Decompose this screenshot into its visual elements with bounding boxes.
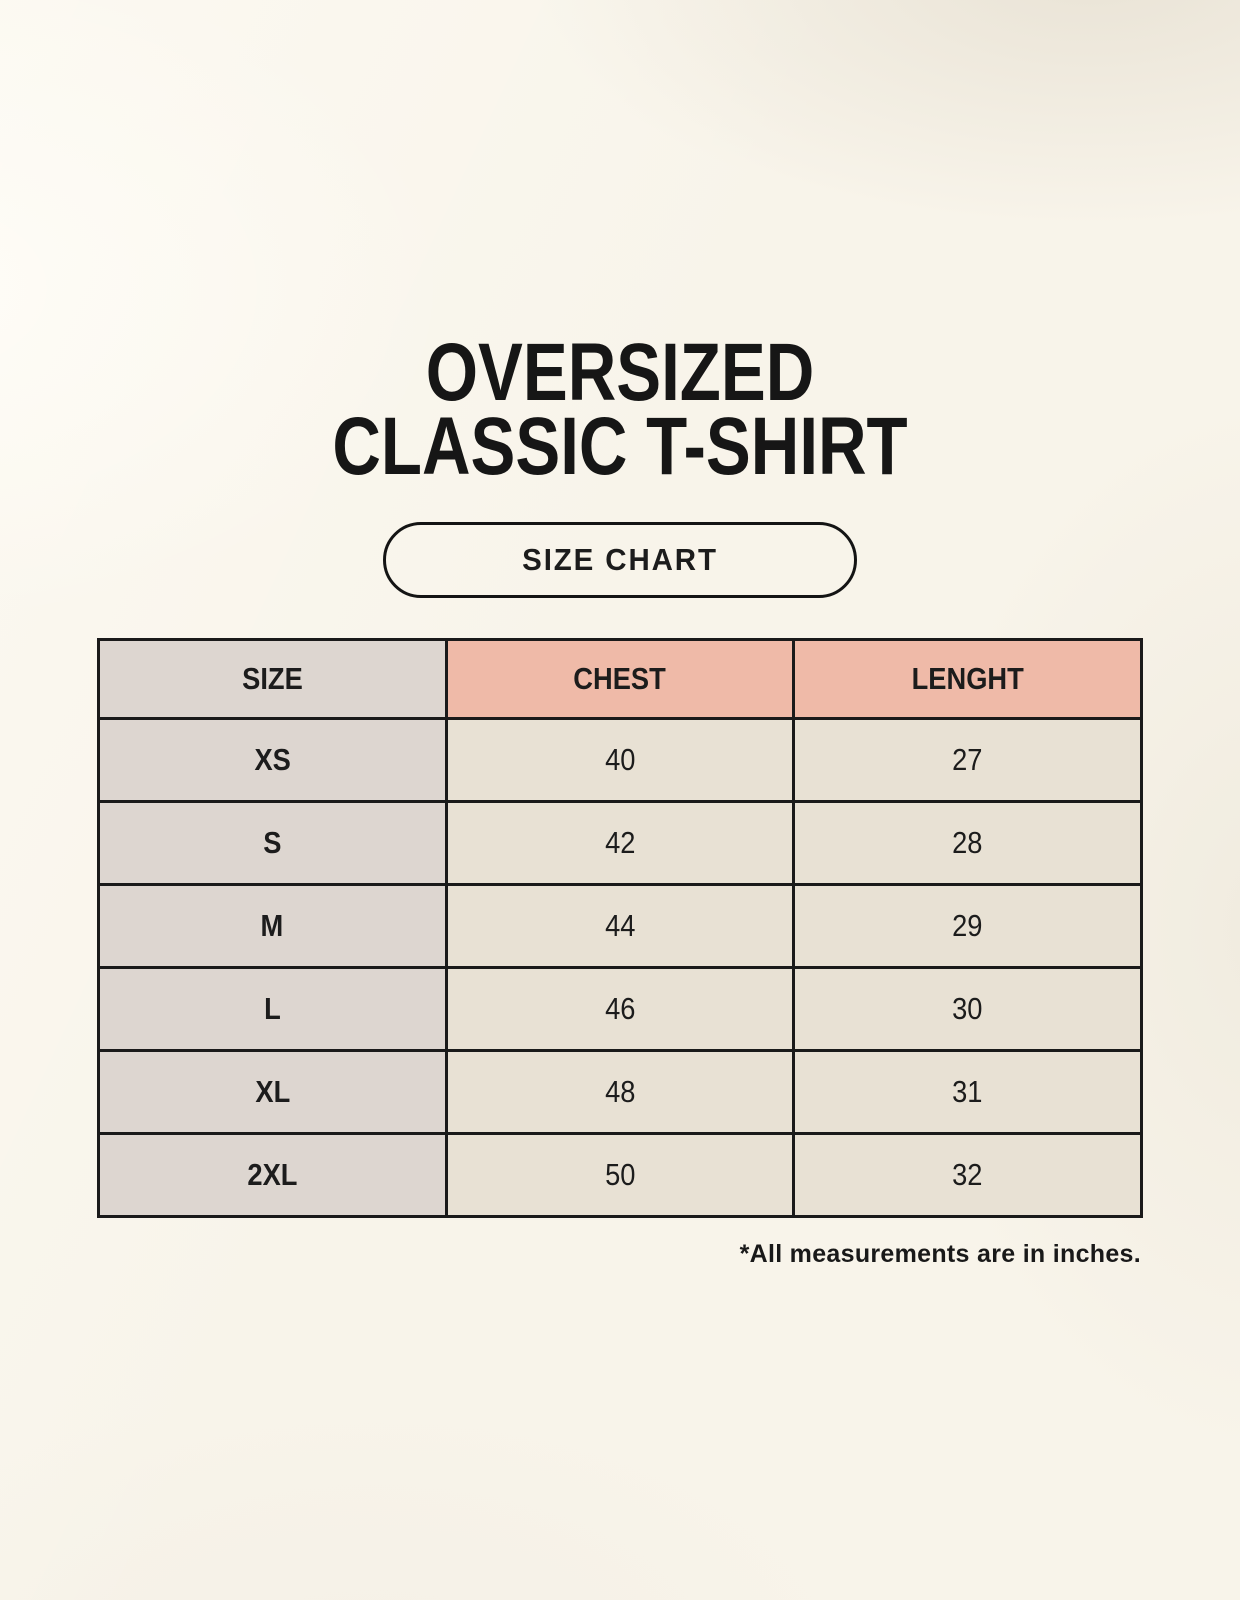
- table-row: XS 40 27: [97, 717, 1143, 803]
- length-value: 29: [952, 908, 983, 943]
- chest-value: 50: [604, 1157, 636, 1192]
- size-chart-button-label: SIZE CHART: [522, 542, 718, 577]
- chest-value: 42: [604, 825, 636, 860]
- chest-cell: 42: [444, 800, 796, 886]
- length-cell: 28: [792, 800, 1143, 886]
- length-value: 31: [952, 1074, 983, 1109]
- length-cell: 29: [792, 883, 1143, 969]
- size-cell: L: [97, 966, 448, 1052]
- header-length-label: LENGHT: [911, 661, 1024, 696]
- size-chart-table: SIZE CHEST LENGHT XS 40 27 S 42 28 M 44 …: [97, 638, 1143, 1218]
- title-line-1: OVERSIZED: [425, 327, 815, 418]
- size-cell: M: [97, 883, 448, 969]
- chest-cell: 48: [444, 1049, 796, 1135]
- length-value: 27: [952, 742, 983, 777]
- table-header-row: SIZE CHEST LENGHT: [97, 638, 1143, 720]
- length-value: 30: [952, 991, 983, 1026]
- chest-cell: 46: [444, 966, 796, 1052]
- header-size-label: SIZE: [242, 661, 303, 696]
- size-cell: XS: [97, 717, 448, 803]
- measurements-note: *All measurements are in inches.: [739, 1240, 1141, 1268]
- chest-cell: 50: [444, 1132, 796, 1218]
- chest-value: 44: [604, 908, 636, 943]
- table-row: S 42 28: [97, 800, 1143, 886]
- size-cell: S: [97, 800, 448, 886]
- chest-cell: 40: [444, 717, 796, 803]
- size-value: L: [263, 991, 281, 1026]
- length-cell: 27: [792, 717, 1143, 803]
- chest-value: 40: [604, 742, 636, 777]
- length-value: 32: [952, 1157, 983, 1192]
- size-value: XL: [254, 1074, 290, 1109]
- length-cell: 31: [792, 1049, 1143, 1135]
- chest-value: 48: [604, 1074, 636, 1109]
- header-cell-length: LENGHT: [792, 638, 1143, 720]
- length-cell: 30: [792, 966, 1143, 1052]
- length-value: 28: [952, 825, 983, 860]
- size-value: 2XL: [247, 1157, 298, 1192]
- page-title: OVERSIZED CLASSIC T-SHIRT: [112, 327, 1129, 493]
- size-value: M: [260, 908, 284, 943]
- size-cell: XL: [97, 1049, 448, 1135]
- chest-value: 46: [604, 991, 636, 1026]
- table-row: 2XL 50 32: [97, 1132, 1143, 1218]
- page-header: OVERSIZED CLASSIC T-SHIRT: [0, 327, 1240, 493]
- table-row: M 44 29: [97, 883, 1143, 969]
- header-chest-label: CHEST: [573, 661, 667, 696]
- size-value: XS: [254, 742, 291, 777]
- size-value: S: [263, 825, 282, 860]
- title-line-2: CLASSIC T-SHIRT: [332, 401, 908, 493]
- header-cell-chest: CHEST: [444, 638, 796, 720]
- length-cell: 32: [792, 1132, 1143, 1218]
- table-row: L 46 30: [97, 966, 1143, 1052]
- header-cell-size: SIZE: [97, 638, 448, 720]
- size-cell: 2XL: [97, 1132, 448, 1218]
- table-row: XL 48 31: [97, 1049, 1143, 1135]
- chest-cell: 44: [444, 883, 796, 969]
- size-chart-button[interactable]: SIZE CHART: [383, 522, 857, 598]
